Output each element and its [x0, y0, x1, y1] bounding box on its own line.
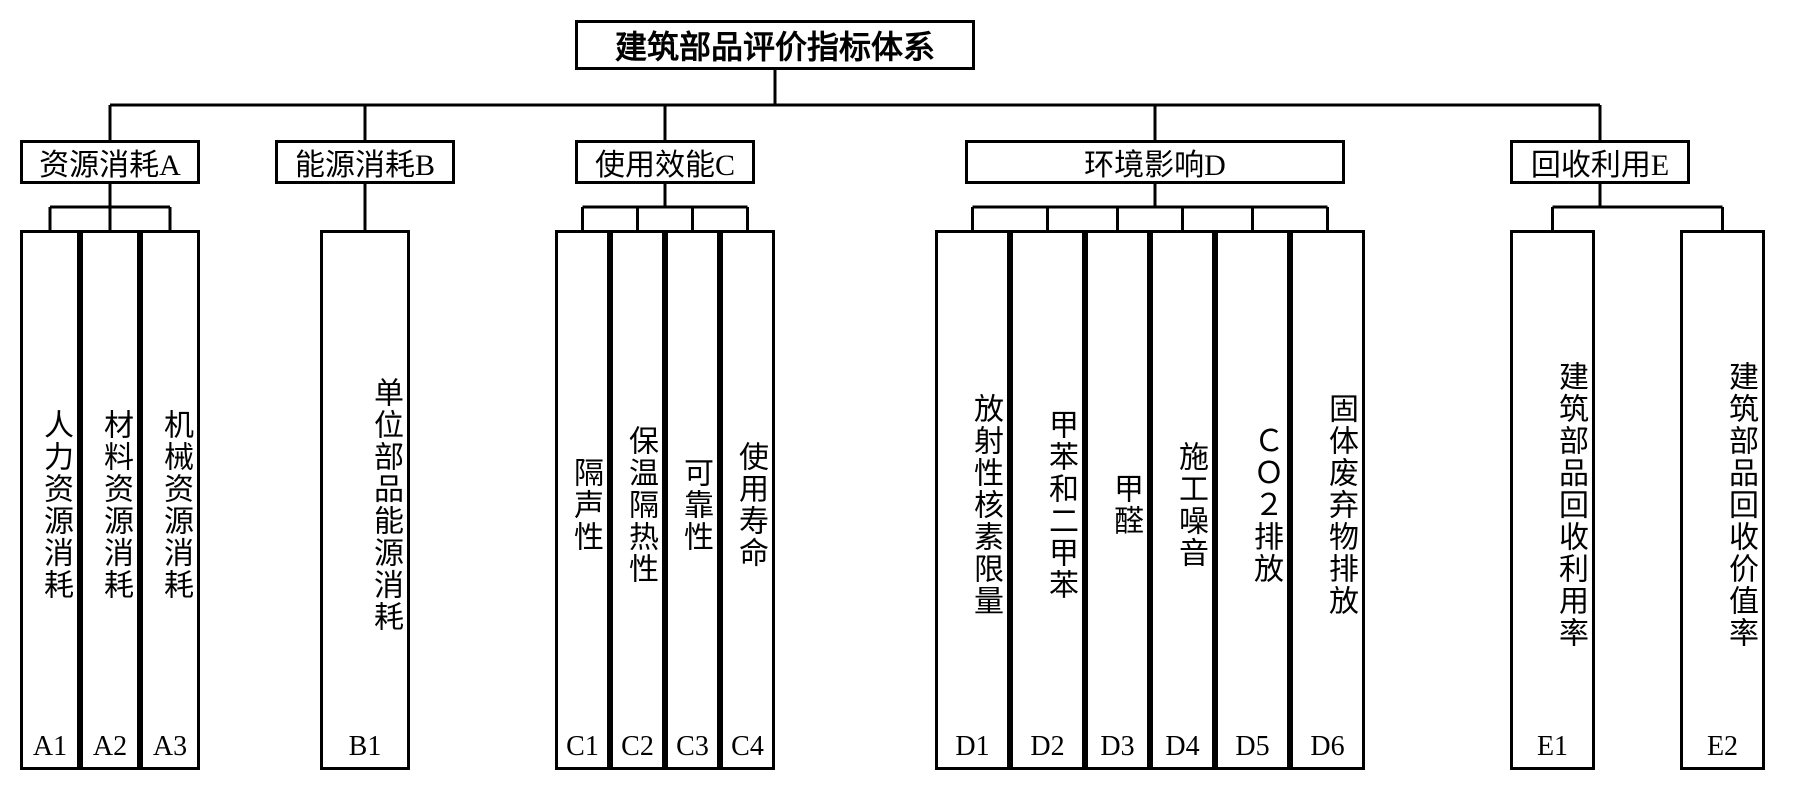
category-node-C: 使用效能C: [575, 140, 755, 184]
root-node: 建筑部品评价指标体系: [575, 20, 975, 70]
leaf-label: ＣＯ２排放: [1243, 425, 1287, 585]
leaf-code: C1: [558, 731, 607, 763]
category-node-A: 资源消耗A: [20, 140, 200, 184]
leaf-code: C2: [613, 731, 662, 763]
leaf-node-C4: 使用寿命 C4: [720, 230, 775, 770]
leaf-label: 施工噪音: [1168, 441, 1212, 569]
leaf-label: 建筑部品回收价值率: [1718, 361, 1762, 649]
leaf-code: D4: [1153, 731, 1212, 763]
leaf-label: 固体废弃物排放: [1318, 393, 1362, 617]
leaf-node-A3: 机械资源消耗 A3: [140, 230, 200, 770]
leaf-label: 人力资源消耗: [33, 409, 77, 601]
leaf-node-D2: 甲苯和二甲苯 D2: [1010, 230, 1085, 770]
leaf-node-A2: 材料资源消耗 A2: [80, 230, 140, 770]
leaf-node-C2: 保温隔热性 C2: [610, 230, 665, 770]
leaf-label: 使用寿命: [728, 441, 772, 569]
leaf-label: 甲苯和二甲苯: [1038, 409, 1082, 601]
leaf-node-E1: 建筑部品回收利用率 E1: [1510, 230, 1595, 770]
leaf-label: 可靠性: [673, 457, 717, 553]
leaf-label: 保温隔热性: [618, 425, 662, 585]
leaf-node-D5: ＣＯ２排放 D5: [1215, 230, 1290, 770]
leaf-code: E1: [1513, 731, 1592, 763]
leaf-label: 放射性核素限量: [963, 393, 1007, 617]
leaf-label: 建筑部品回收利用率: [1548, 361, 1592, 649]
leaf-code: B1: [323, 731, 407, 763]
leaf-label: 甲醛: [1103, 473, 1147, 537]
leaf-label: 隔声性: [563, 457, 607, 553]
leaf-node-D4: 施工噪音 D4: [1150, 230, 1215, 770]
leaf-code: D2: [1013, 731, 1082, 763]
category-node-D: 环境影响D: [965, 140, 1345, 184]
category-node-E: 回收利用E: [1510, 140, 1690, 184]
leaf-label: 单位部品能源消耗: [363, 377, 407, 633]
leaf-node-C3: 可靠性 C3: [665, 230, 720, 770]
leaf-node-D1: 放射性核素限量 D1: [935, 230, 1010, 770]
leaf-node-D3: 甲醛 D3: [1085, 230, 1150, 770]
leaf-code: D6: [1293, 731, 1362, 763]
leaf-code: C3: [668, 731, 717, 763]
leaf-code: D1: [938, 731, 1007, 763]
leaf-label: 材料资源消耗: [93, 409, 137, 601]
leaf-node-A1: 人力资源消耗 A1: [20, 230, 80, 770]
leaf-node-B1: 单位部品能源消耗 B1: [320, 230, 410, 770]
leaf-code: E2: [1683, 731, 1762, 763]
category-node-B: 能源消耗B: [275, 140, 455, 184]
leaf-node-D6: 固体废弃物排放 D6: [1290, 230, 1365, 770]
leaf-label: 机械资源消耗: [153, 409, 197, 601]
hierarchy-diagram: 建筑部品评价指标体系 资源消耗A 能源消耗B 使用效能C 环境影响D 回收利用E 人力资源…: [20, 20, 1778, 791]
leaf-code: D3: [1088, 731, 1147, 763]
leaf-code: A1: [23, 731, 77, 763]
leaf-node-E2: 建筑部品回收价值率 E2: [1680, 230, 1765, 770]
leaf-code: D5: [1218, 731, 1287, 763]
leaf-code: A2: [83, 731, 137, 763]
leaf-code: A3: [143, 731, 197, 763]
leaf-code: C4: [723, 731, 772, 763]
leaf-node-C1: 隔声性 C1: [555, 230, 610, 770]
